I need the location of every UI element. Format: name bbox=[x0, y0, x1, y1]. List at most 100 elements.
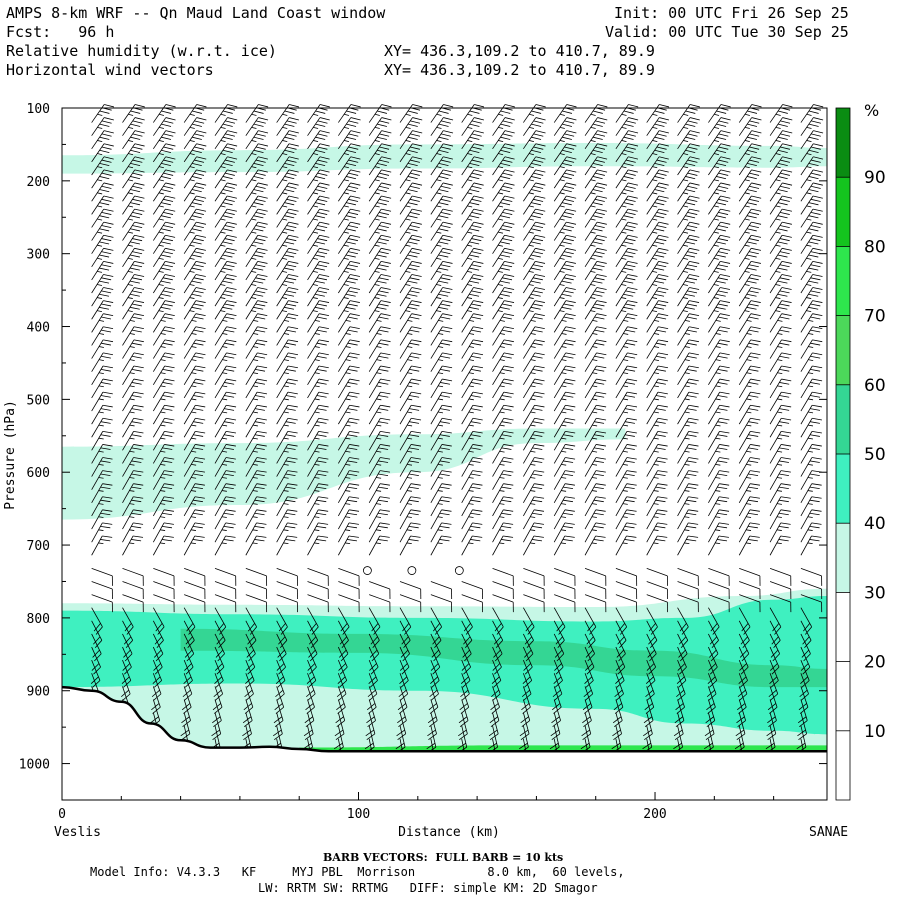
barb-flag bbox=[654, 162, 665, 167]
barb-flag bbox=[396, 729, 405, 737]
barb-half-flag bbox=[437, 529, 443, 531]
wind-barb bbox=[646, 287, 669, 307]
wind-barb bbox=[307, 404, 329, 425]
barb-flag bbox=[623, 136, 634, 140]
barb-flag bbox=[223, 525, 234, 529]
barb-half-flag bbox=[191, 320, 197, 322]
barb-flag bbox=[469, 202, 480, 206]
barb-half-flag bbox=[220, 192, 226, 195]
barb-half-flag bbox=[684, 333, 690, 335]
wind-barb bbox=[430, 535, 452, 556]
barb-half-flag bbox=[343, 153, 350, 156]
wind-barb bbox=[338, 352, 360, 372]
barb-flag bbox=[380, 378, 391, 382]
wind-barb bbox=[337, 535, 359, 556]
barb-flag bbox=[719, 365, 730, 369]
wind-barb bbox=[307, 313, 330, 333]
barb-flag bbox=[626, 430, 637, 434]
wind-barb bbox=[461, 169, 484, 189]
wind-barb bbox=[276, 300, 299, 320]
barb-flag bbox=[492, 663, 501, 671]
barb-flag bbox=[378, 342, 389, 346]
barb-flag bbox=[628, 143, 639, 147]
barb-half-flag bbox=[684, 411, 690, 414]
barb-flag bbox=[462, 649, 470, 658]
wind-barb bbox=[615, 496, 637, 517]
barb-flag bbox=[655, 473, 666, 476]
barb-flag bbox=[655, 525, 666, 529]
barb-flag bbox=[565, 444, 576, 447]
barb-half-flag bbox=[344, 126, 350, 129]
barb-flag bbox=[643, 729, 652, 737]
barb-flag bbox=[134, 300, 145, 303]
barb-flag bbox=[689, 169, 700, 173]
wind-barb bbox=[553, 274, 576, 294]
barb-flag bbox=[658, 352, 669, 356]
barb-flag bbox=[594, 368, 605, 372]
barb-half-flag bbox=[376, 359, 382, 361]
wind-barb bbox=[646, 430, 668, 451]
barb-flag bbox=[131, 382, 142, 385]
wind-barb bbox=[368, 457, 391, 477]
barb-half-flag bbox=[129, 372, 135, 375]
barb-flag bbox=[586, 666, 595, 675]
barb-half-flag bbox=[345, 424, 351, 427]
barb-flag bbox=[654, 267, 665, 271]
barb-flag bbox=[473, 287, 484, 290]
barb-flag bbox=[379, 522, 390, 525]
barb-flag bbox=[349, 444, 360, 447]
barb-flag bbox=[222, 254, 233, 258]
wind-barb bbox=[523, 352, 545, 372]
barb-flag bbox=[100, 447, 111, 450]
barb-half-flag bbox=[129, 411, 135, 414]
barb-flag bbox=[687, 225, 698, 229]
barb-shaft bbox=[184, 567, 205, 577]
barb-flag bbox=[623, 228, 634, 232]
barb-half-flag bbox=[561, 503, 567, 505]
barb-flag bbox=[255, 329, 266, 333]
barb-half-flag bbox=[530, 437, 536, 440]
barb-flag bbox=[717, 447, 728, 450]
barb-flag bbox=[318, 509, 329, 512]
barb-flag bbox=[316, 395, 327, 398]
wind-barb bbox=[492, 404, 514, 425]
barb-flag bbox=[717, 473, 728, 476]
barb-flag bbox=[686, 486, 697, 490]
barb-flag bbox=[348, 146, 359, 150]
barb-flag bbox=[130, 189, 141, 193]
barb-half-flag bbox=[652, 257, 658, 260]
wind-barb bbox=[461, 417, 483, 438]
barb-half-flag bbox=[560, 529, 567, 531]
barb-flag bbox=[381, 130, 392, 134]
wind-barb bbox=[245, 567, 268, 586]
barb-flag bbox=[319, 130, 330, 134]
barb-flag bbox=[502, 264, 513, 268]
wind-barb bbox=[152, 117, 176, 136]
barb-flag bbox=[317, 303, 327, 307]
barb-flag bbox=[441, 444, 452, 447]
barb-flag bbox=[133, 483, 144, 486]
barb-flag bbox=[595, 535, 606, 538]
barb-half-flag bbox=[314, 529, 320, 531]
barb-half-flag bbox=[314, 490, 320, 492]
barb-flag bbox=[194, 535, 205, 538]
wind-barb bbox=[615, 633, 626, 662]
wind-barb bbox=[646, 156, 669, 176]
barb-flag bbox=[279, 640, 288, 649]
barb-flag bbox=[594, 421, 605, 424]
barb-flag bbox=[689, 195, 700, 199]
wind-barb bbox=[673, 712, 684, 741]
wind-barb bbox=[369, 581, 391, 600]
barb-flag bbox=[562, 539, 573, 542]
barb-half-flag bbox=[253, 346, 259, 348]
wind-barb bbox=[122, 496, 144, 517]
wind-barb bbox=[492, 620, 504, 649]
barb-half-flag bbox=[622, 424, 629, 427]
barb-half-flag bbox=[437, 437, 443, 440]
wind-barb bbox=[708, 247, 731, 268]
wind-barb bbox=[399, 221, 422, 241]
barb-flag bbox=[253, 176, 264, 180]
barb-flag bbox=[132, 225, 143, 229]
wind-barb bbox=[584, 182, 608, 202]
barb-half-flag bbox=[284, 333, 290, 335]
